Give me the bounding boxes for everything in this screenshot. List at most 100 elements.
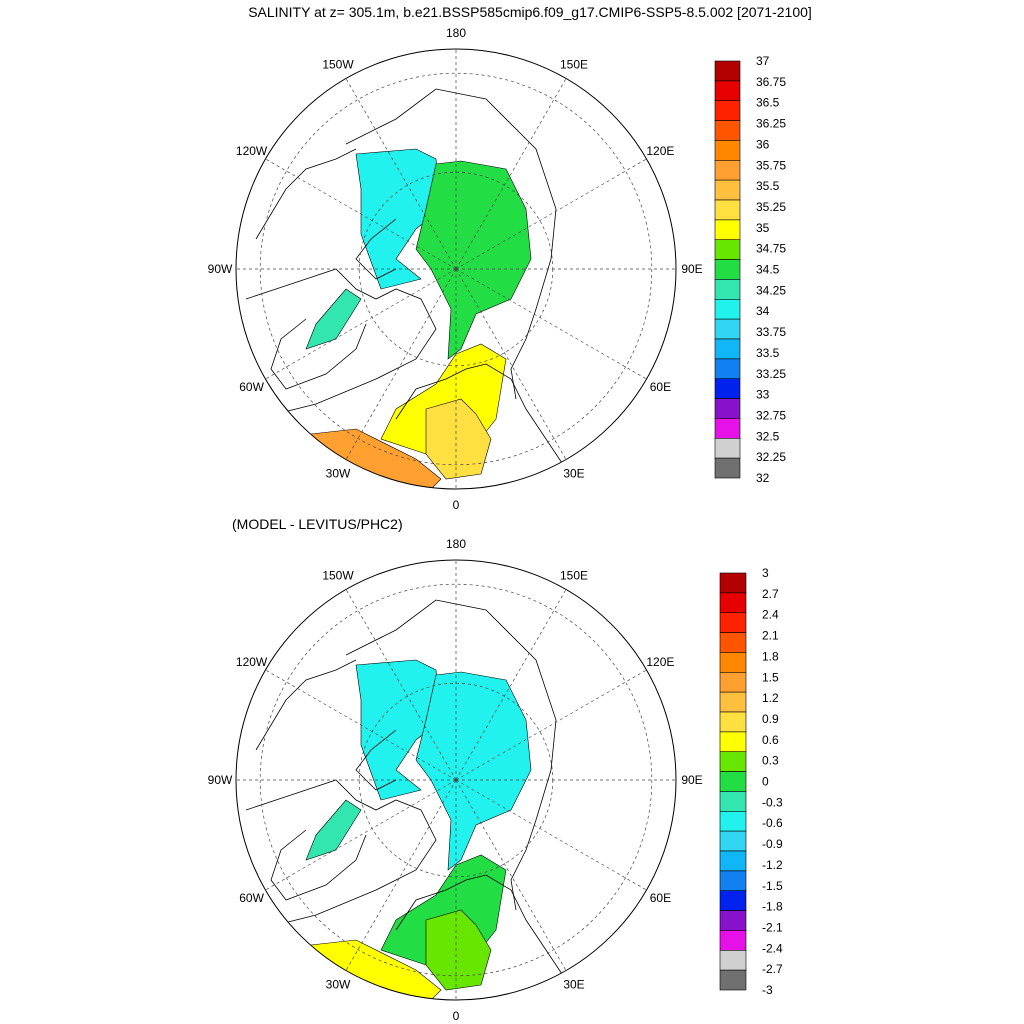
salinity-map-panel: 180 150E 120E 90E 60E 30E 0 30W 60W 90W 120W 150W 37… (208, 26, 787, 512)
coastline (345, 599, 557, 911)
ocean-region-baffin-bay (305, 288, 362, 350)
colorbar-swatch (719, 810, 747, 832)
colorbar-swatch (714, 100, 741, 121)
colorbar-swatch (719, 751, 747, 772)
meridian-line (455, 78, 567, 270)
coastline (345, 88, 557, 400)
longitude-label: 120E (646, 144, 674, 158)
colorbar-tick-label: 3 (762, 566, 769, 580)
colorbar-swatch (714, 418, 741, 439)
longitude-label: 30W (326, 977, 351, 991)
coastline (395, 363, 567, 470)
longitude-label: 60E (650, 891, 671, 905)
coastline (355, 729, 397, 791)
map-boundary (235, 48, 677, 490)
colorbar-tick-label: 34.75 (756, 242, 786, 256)
colorbar-tick-label: 35.5 (756, 179, 780, 193)
ocean-region-canadian-basin (355, 659, 442, 801)
longitude-label: 120W (236, 655, 268, 669)
colorbar-swatch (719, 910, 747, 931)
colorbar-swatch (719, 890, 747, 911)
colorbar-swatch (719, 791, 747, 812)
ocean-region-norwegian-sea (425, 909, 492, 991)
meridian-line (455, 268, 567, 460)
colorbar-tick-label: 33.5 (756, 346, 780, 360)
coastline (355, 218, 397, 280)
colorbar-tick-label: 34 (756, 304, 770, 318)
coastline (245, 779, 437, 926)
meridian-line (265, 779, 457, 891)
colorbar-swatch (719, 850, 747, 872)
coastline (270, 829, 367, 901)
ocean-region-eurasian-basin (415, 671, 532, 871)
colorbar-swatch (719, 731, 747, 753)
longitude-label: 150W (322, 569, 354, 583)
colorbar-swatch (714, 179, 741, 201)
longitude-label: 120W (236, 144, 268, 158)
longitude-label: 180 (446, 537, 466, 551)
colorbar-swatch (719, 949, 747, 971)
colorbar-swatch (714, 120, 741, 141)
longitude-label: 90W (208, 773, 233, 787)
colorbar-tick-label: -1.5 (762, 879, 783, 893)
ocean-region-baffin-bay (305, 799, 362, 861)
difference-map-panel: 180 150E 120E 90E 60E 30E 0 30W 60W 90W 120W 150W 3 2… (208, 537, 783, 1023)
longitude-label: 90E (681, 773, 702, 787)
colorbar-swatch (714, 298, 741, 320)
colorbar-tick-label: 34.5 (756, 263, 780, 277)
colorbar-tick-label: 2.1 (762, 629, 779, 643)
colorbar-swatch (719, 691, 747, 713)
longitude-label: 60W (239, 891, 264, 905)
colorbar-swatch (714, 199, 741, 221)
coastline (255, 659, 357, 751)
colorbar-swatch (719, 830, 747, 852)
colorbar-swatch (714, 378, 741, 399)
coastline (255, 148, 357, 240)
meridian-line (345, 78, 457, 270)
colorbar-swatch (714, 338, 741, 360)
meridian-line (265, 158, 457, 270)
meridian-line (455, 669, 647, 781)
colorbar-swatch (719, 671, 747, 693)
colorbar-tick-label: -2.1 (762, 921, 783, 935)
colorbar-swatch (719, 632, 747, 653)
colorbar-swatch (714, 437, 741, 459)
longitude-label: 150E (560, 58, 588, 72)
longitude-label: 90W (208, 262, 233, 276)
ocean-region-eurasian-basin (415, 160, 532, 360)
colorbar-tick-label: 34.25 (756, 283, 786, 297)
meridian-line (455, 268, 647, 380)
longitude-label: 180 (446, 26, 466, 40)
colorbar-swatch (719, 930, 747, 951)
ocean-region-norwegian-sea (425, 398, 492, 480)
meridian-line (265, 268, 457, 380)
colorbar-swatch (714, 358, 741, 380)
colorbar-tick-label: 33.25 (756, 367, 786, 381)
colorbar-tick-label: 37 (756, 54, 770, 68)
colorbar-swatch (714, 60, 741, 82)
colorbar-tick-label: 0.6 (762, 733, 779, 747)
longitude-label: 90E (681, 262, 702, 276)
longitude-label: 60W (239, 380, 264, 394)
meridian-line (455, 589, 567, 781)
colorbar-tick-label: 35.75 (756, 158, 786, 172)
colorbar-tick-label: 0.3 (762, 754, 779, 768)
colorbar-tick-label: -1.8 (762, 900, 783, 914)
colorbar-swatch (714, 398, 741, 419)
colorbar-swatch (719, 969, 747, 991)
coastline (395, 874, 567, 981)
colorbar-swatch (714, 279, 741, 300)
colorbar-swatch (719, 592, 747, 614)
colorbar-tick-label: -0.9 (762, 837, 783, 851)
colorbar-tick-label: -2.4 (762, 941, 783, 955)
colorbar-swatch (714, 160, 741, 181)
colorbar-tick-label: -0.6 (762, 816, 783, 830)
longitude-label: 0 (453, 498, 460, 512)
colorbar-tick-label: 36.5 (756, 96, 780, 110)
longitude-label: 60E (650, 380, 671, 394)
colorbar-swatch (714, 239, 741, 260)
colorbar-tick-label: -0.3 (762, 795, 783, 809)
longitude-label: 150W (322, 58, 354, 72)
latitude-circle (358, 171, 554, 367)
meridian-line (455, 779, 567, 971)
